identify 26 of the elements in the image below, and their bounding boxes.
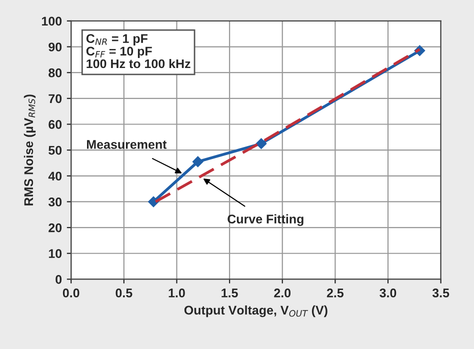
y-tick-label: 0 [56, 275, 62, 284]
y-tick-label: 80 [48, 68, 62, 78]
y-tick-label: 50 [48, 146, 62, 155]
x-tick-label: 1.0 [168, 288, 185, 298]
y-tick-label: 70 [48, 94, 62, 104]
x-tick-label: 3.5 [432, 288, 450, 298]
x-tick-label: 2.0 [274, 288, 291, 298]
y-tick-label: 30 [48, 198, 62, 206]
point [192, 156, 204, 168]
y-tick-label: 60 [48, 120, 62, 129]
x-tick-label: 0.0 [62, 288, 80, 298]
y-tick-label: 100 [42, 16, 62, 26]
y-axis-title: RMS Noise (µV$_{RMS}$) [24, 94, 36, 206]
point [256, 138, 267, 150]
x-tick-label: 2.5 [326, 288, 344, 298]
x-axis-title: Output Voltage, V$_{OUT}$ (V) [184, 305, 328, 318]
x-tick-label: 0.5 [116, 288, 132, 298]
annotation: Curve Fitting [228, 214, 304, 226]
annotation: Measurement [87, 140, 167, 149]
y-tick-label: 40 [48, 172, 62, 181]
y-tick-label: 10 [48, 249, 62, 258]
y-tick-label: 20 [48, 223, 62, 232]
x-tick-label: 1.5 [222, 288, 238, 298]
x-tick-label: 3.0 [380, 288, 396, 298]
y-tick-label: 90 [48, 42, 62, 52]
text: C$_{NR}$ = 1 pF C$_{FF}$ = 10 pF 100 Hz to 100 kHz [86, 34, 190, 68]
